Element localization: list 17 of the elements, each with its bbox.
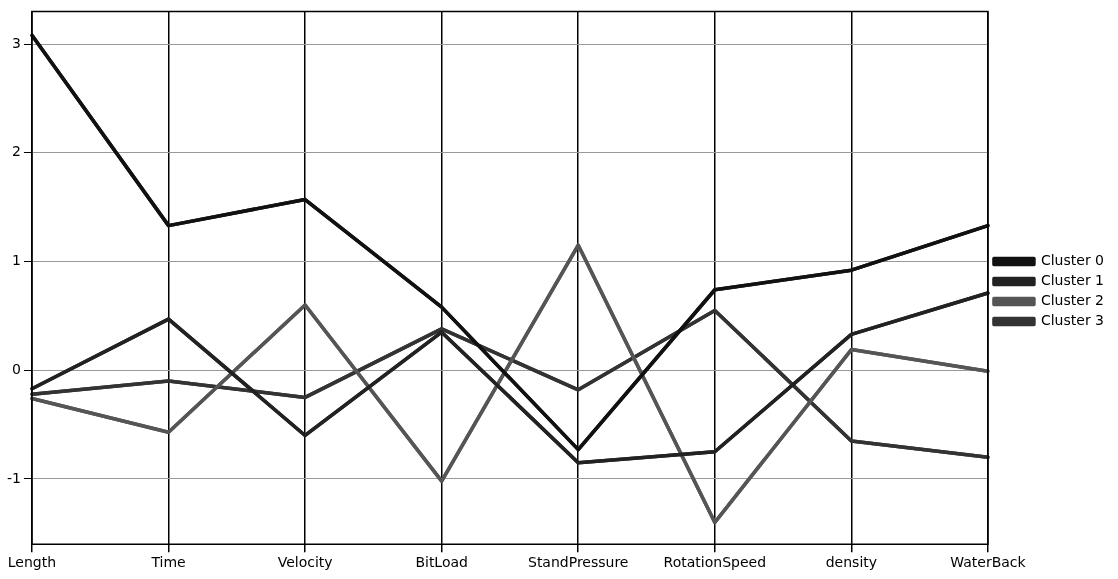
x-tick-label: Length [7,554,57,571]
x-tick-label: WaterBack [950,554,1027,571]
y-tick-label: 2 [12,143,21,160]
legend-label: Cluster 1 [1040,272,1105,289]
x-tick-label: Time [150,554,186,571]
legend-label: Cluster 2 [1040,292,1105,309]
y-tick-label: 3 [12,34,21,51]
y-tick-label: -1 [6,469,21,486]
x-tick-label: BitLoad [415,554,468,571]
legend-label: Cluster 0 [1040,252,1105,269]
y-tick-label: 1 [12,252,21,269]
x-tick-label: RotationSpeed [663,554,767,571]
x-tick-label: Velocity [277,554,333,571]
y-tick-label: 0 [12,360,21,377]
x-tick-label: density [825,554,878,571]
legend-label: Cluster 3 [1040,312,1105,329]
x-tick-label: StandPressure [527,554,629,571]
